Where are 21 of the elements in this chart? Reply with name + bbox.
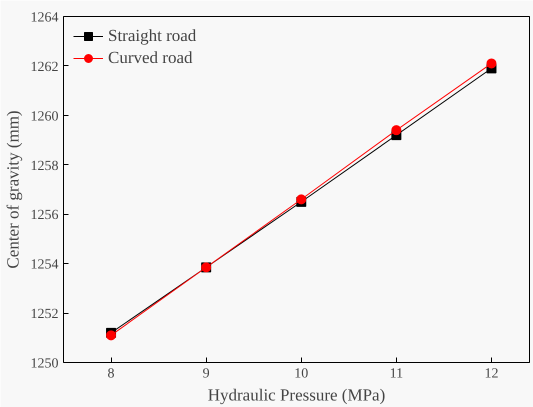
- x-tick-label: 10: [294, 366, 308, 382]
- x-tick-label: 11: [390, 366, 404, 382]
- x-axis-title: Hydraulic Pressure (MPa): [208, 386, 386, 404]
- legend-label: Straight road: [108, 26, 196, 46]
- y-tick-label: 1262: [30, 60, 58, 75]
- y-tick-label: 1252: [30, 307, 58, 322]
- point: [106, 330, 116, 340]
- x-tick-label: 9: [202, 366, 210, 382]
- y-tick-label: 1258: [30, 158, 58, 174]
- x-tick-label: 12: [484, 366, 498, 382]
- y-tick-label: 1254: [30, 258, 58, 273]
- legend-label: Curved road: [108, 48, 193, 68]
- point: [296, 194, 306, 204]
- y-tick-label: 1260: [30, 109, 58, 124]
- y-axis-title: Center of gravity (mm): [4, 110, 22, 269]
- y-tick-label: 1264: [30, 10, 58, 26]
- point: [391, 125, 402, 136]
- y-tick-label: 1256: [30, 208, 58, 224]
- y-tick-label: 1250: [30, 356, 58, 372]
- point: [486, 58, 496, 68]
- x-tick-label: 8: [108, 366, 115, 382]
